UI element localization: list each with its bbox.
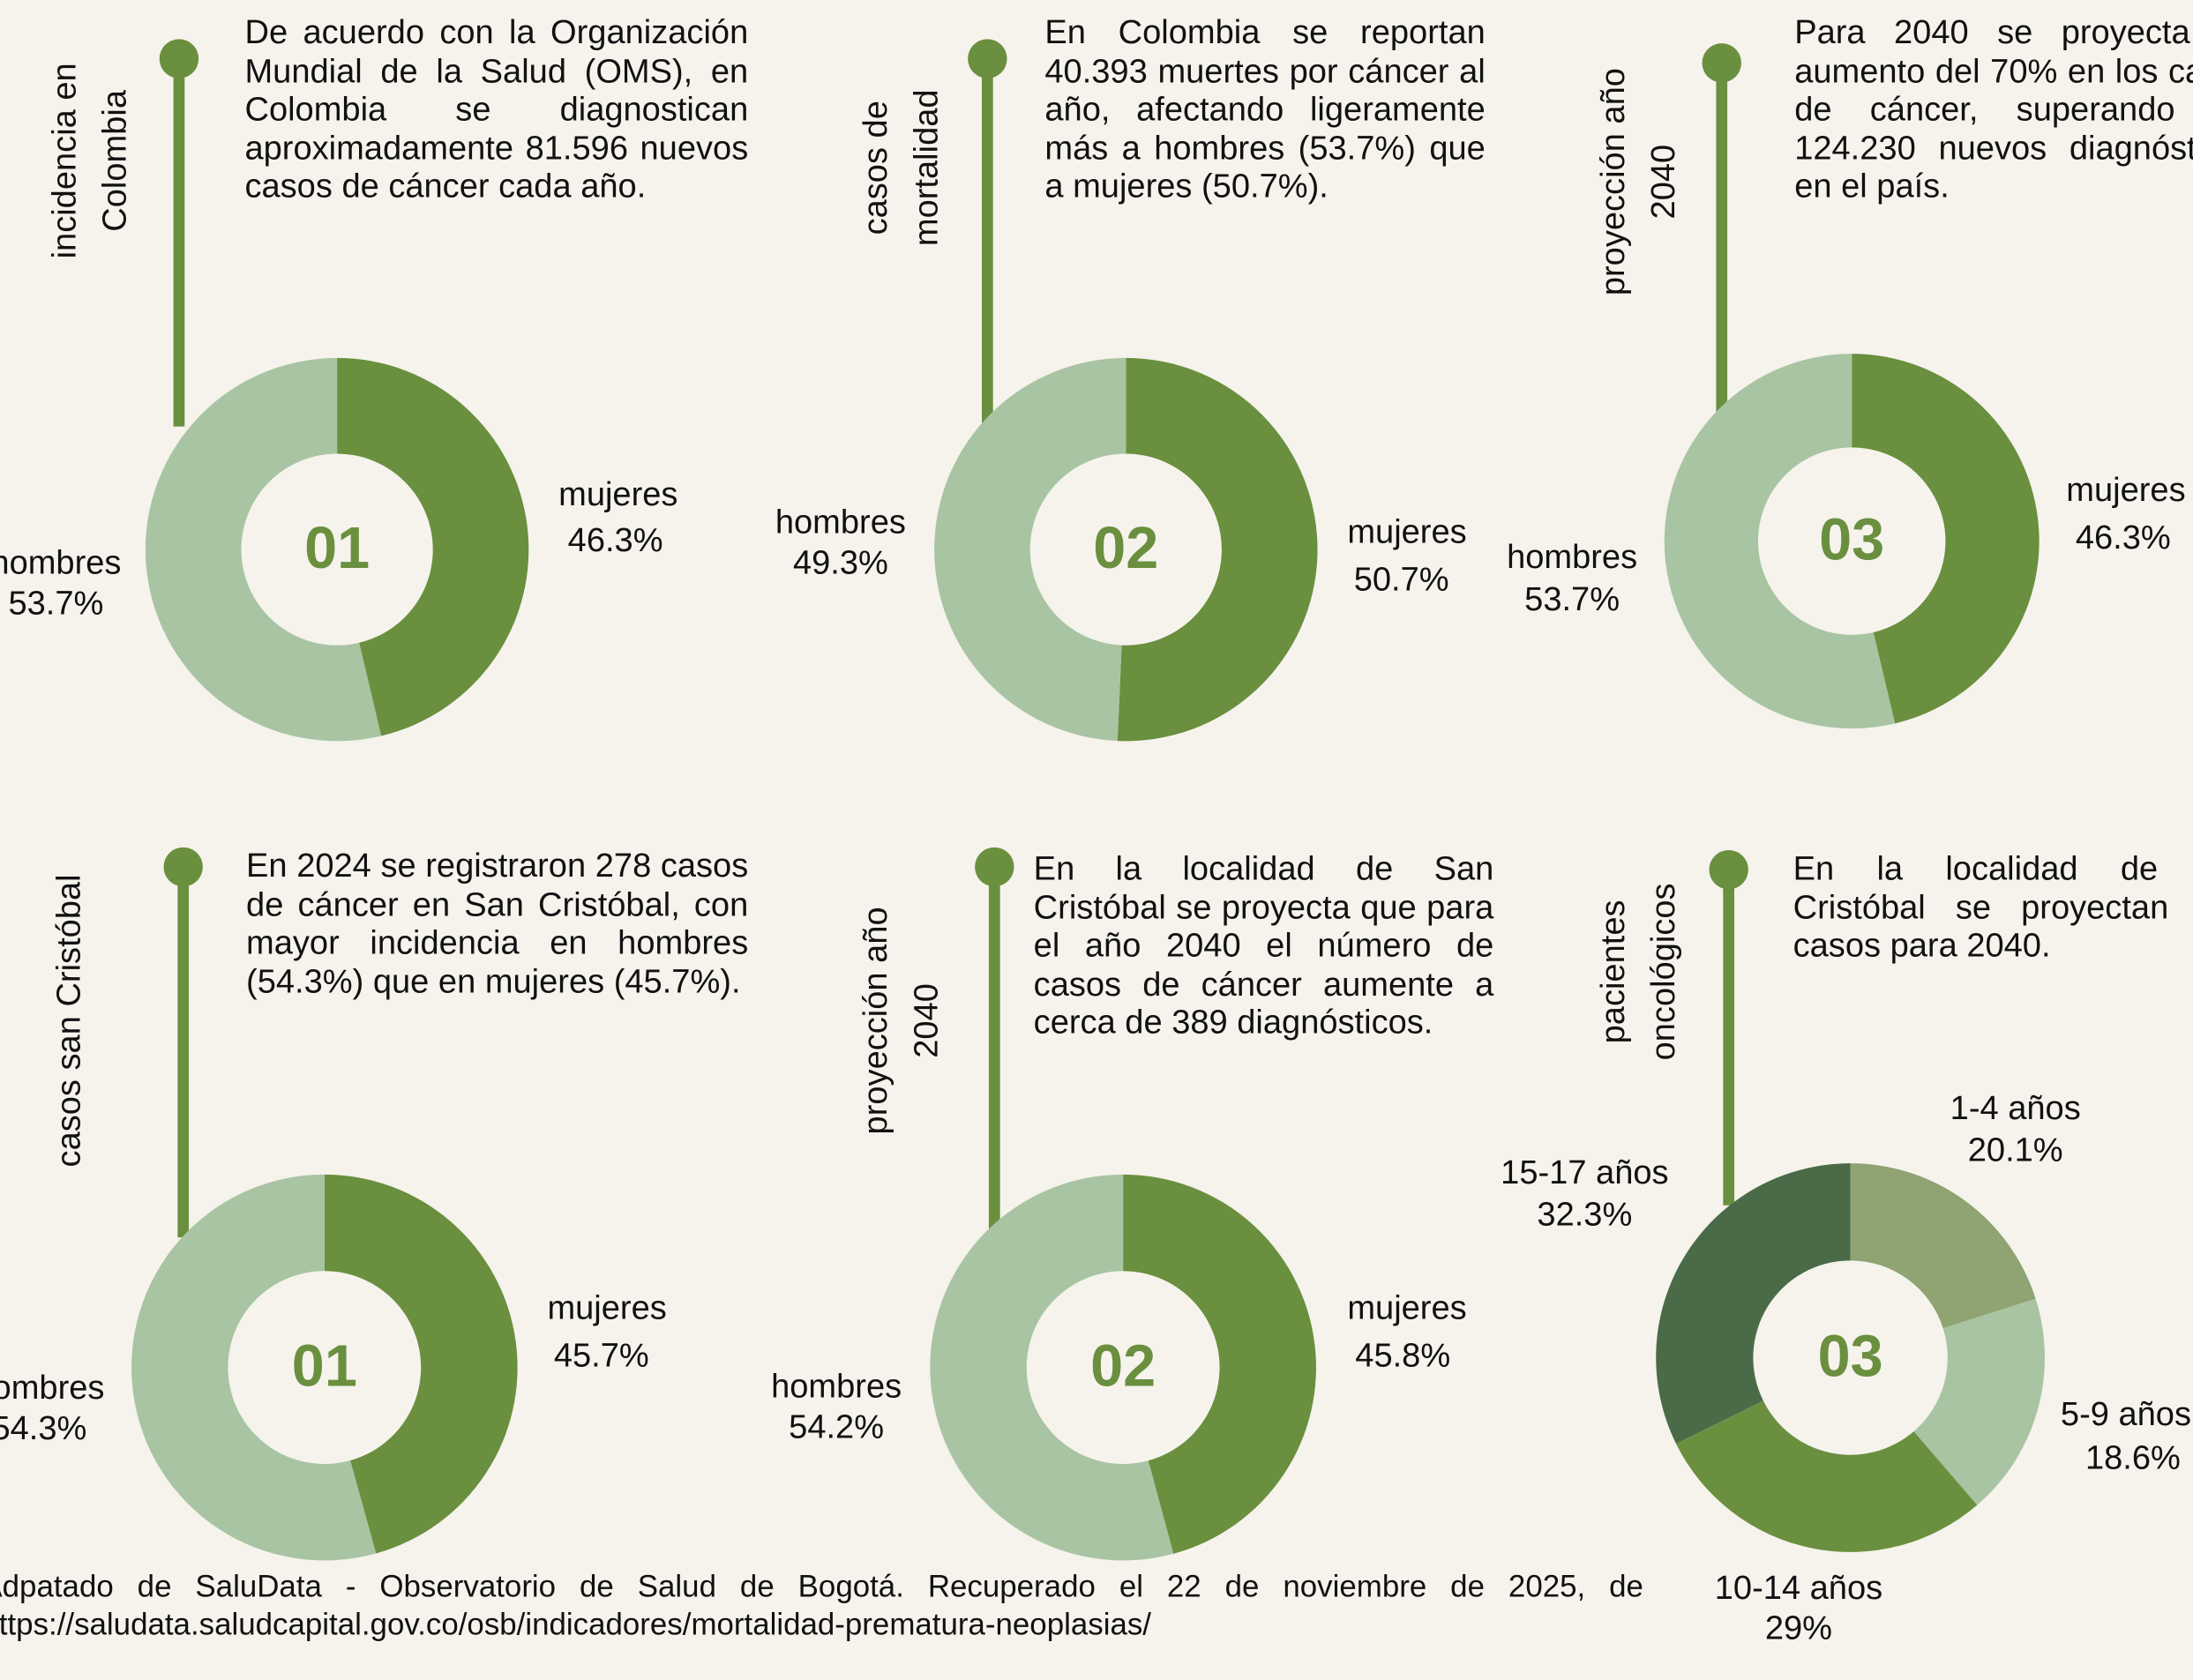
slice-category-label: hombres xyxy=(1507,539,1637,576)
description: En Colombia se reportan 40.393 muertes p… xyxy=(1044,14,1485,206)
slice-value-label: 20.1% xyxy=(1968,1131,2063,1169)
slice-category-label: mujeres xyxy=(1347,514,1466,551)
source-note: Adpatado de SaluData - Observatorio de S… xyxy=(0,1567,1643,1643)
vertical-title: casos de mortalidad xyxy=(852,42,953,294)
slice-value-label: 46.3% xyxy=(2076,519,2171,556)
slice-category-label: 5-9 años xyxy=(2061,1396,2191,1433)
slice-category-label: hombres xyxy=(771,1368,902,1405)
slice-category-label: 15-17 años xyxy=(1501,1154,1668,1191)
slice-value-label: 49.3% xyxy=(793,545,888,582)
slice-value-label: 54.2% xyxy=(789,1408,884,1445)
description: En la localidad de san Cristóbal se proy… xyxy=(1793,850,2193,966)
description: De acuerdo con la Organización Mundial d… xyxy=(244,14,748,206)
donut-slice xyxy=(1656,1163,1850,1444)
stem-dot xyxy=(160,39,198,78)
vertical-title: proyección año 2040 xyxy=(1589,56,1689,307)
center-number: 03 xyxy=(1818,1324,1883,1389)
center-number: 01 xyxy=(292,1333,357,1399)
center-number: 03 xyxy=(1819,507,1884,572)
stem-dot xyxy=(1709,850,1748,889)
slice-value-label: 46.3% xyxy=(568,522,663,559)
slice-value-label: 29% xyxy=(1765,1610,1832,1647)
slice-category-label: hombres xyxy=(0,1370,104,1407)
stem-dot xyxy=(975,847,1014,886)
slice-category-label: mujeres xyxy=(547,1290,666,1327)
slice-value-label: 50.7% xyxy=(1354,562,1449,599)
slice-category-label: mujeres xyxy=(558,476,677,513)
slice-value-label: 18.6% xyxy=(2085,1439,2181,1476)
slice-category-label: 10-14 años xyxy=(1715,1570,1882,1607)
donut-slice xyxy=(1851,1163,2036,1328)
vertical-title: incidencia en Colombia xyxy=(41,35,141,287)
vertical-title: pacientes oncológicos xyxy=(1589,846,1689,1097)
slice-value-label: 53.7% xyxy=(8,586,103,623)
description: En la localidad de San Cristóbal se proy… xyxy=(1034,850,1494,1042)
description: En 2024 se registraron 278 casos de cánc… xyxy=(246,847,748,1001)
page: mujeres 46.3% hombres 53.7% 01 mujeres 50.7% ho… xyxy=(0,0,2193,1680)
vertical-title: casos san Cristóbal xyxy=(45,832,95,1209)
chart: mujeres 46.3% hombres 53.7% 01 mujeres 50.7% ho… xyxy=(0,0,2193,1680)
description: Para 2040 se proyecta un aumento del 70%… xyxy=(1794,14,2193,206)
slice-value-label: 45.7% xyxy=(554,1338,649,1375)
center-number: 02 xyxy=(1090,1333,1156,1399)
slice-category-label: mujeres xyxy=(2066,472,2185,509)
slice-value-label: 54.3% xyxy=(0,1410,86,1447)
slice-category-label: hombres xyxy=(775,504,906,541)
slice-value-label: 32.3% xyxy=(1537,1196,1632,1233)
slice-value-label: 45.8% xyxy=(1355,1338,1450,1375)
infographic: mujeres 46.3% hombres 53.7% 01 mujeres 50.7% ho… xyxy=(0,0,2193,1680)
slice-value-label: 53.7% xyxy=(1524,581,1620,618)
slice-category-label: 1-4 años xyxy=(1950,1090,2081,1127)
vertical-title: proyección año 2040 xyxy=(852,895,953,1146)
stem-dot xyxy=(164,847,203,886)
slice-category-label: hombres xyxy=(0,545,121,582)
center-number: 01 xyxy=(304,516,370,581)
center-number: 02 xyxy=(1093,516,1158,581)
stem-dot xyxy=(1703,43,1741,82)
stem-dot xyxy=(968,39,1007,78)
slice-category-label: mujeres xyxy=(1347,1290,1466,1327)
